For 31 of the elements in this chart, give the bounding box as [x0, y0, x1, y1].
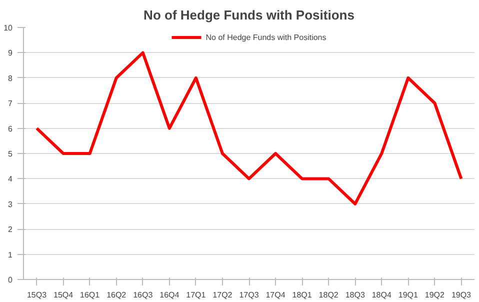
x-tick-label: 15Q3 — [26, 290, 48, 300]
y-tick-label: 2 — [8, 225, 14, 234]
x-tick-label: 18Q3 — [345, 290, 366, 300]
y-tick-label: 10 — [4, 24, 14, 32]
y-tick-label: 3 — [8, 200, 14, 209]
x-tick-label: 19Q2 — [424, 290, 446, 300]
x-tick-label: 16Q1 — [80, 290, 100, 300]
x-tick-label: 19Q1 — [398, 290, 419, 300]
x-tick-label: 19Q3 — [451, 290, 472, 300]
y-tick-label: 4 — [8, 174, 14, 184]
y-tick-label: 0 — [8, 276, 14, 284]
y-tick-label: 6 — [8, 124, 14, 134]
x-tick-label: 16Q4 — [160, 290, 180, 300]
legend-label: No of Hedge Funds with Positions — [206, 32, 326, 42]
y-tick-label: 9 — [8, 48, 14, 58]
x-tick-label: 17Q3 — [239, 290, 260, 300]
x-tick-label: 17Q2 — [212, 290, 233, 300]
y-tick-label: 1 — [8, 250, 14, 260]
x-tick-label: 17Q4 — [266, 290, 286, 300]
x-tick-label: 18Q1 — [292, 290, 312, 300]
x-tick-label: 18Q4 — [372, 290, 392, 300]
x-tick-label: 16Q3 — [133, 290, 154, 300]
x-tick-label: 17Q1 — [186, 290, 206, 300]
x-tick-label: 16Q2 — [106, 290, 127, 300]
y-tick-label: 8 — [8, 74, 14, 83]
chart-title: No of Hedge Funds with Positions — [144, 8, 354, 22]
x-tick-label: 15Q4 — [54, 290, 74, 300]
line-series — [35, 51, 463, 206]
x-tick-label: 18Q2 — [318, 290, 339, 300]
y-tick-label: 5 — [8, 150, 14, 158]
y-tick-label: 7 — [8, 99, 14, 108]
